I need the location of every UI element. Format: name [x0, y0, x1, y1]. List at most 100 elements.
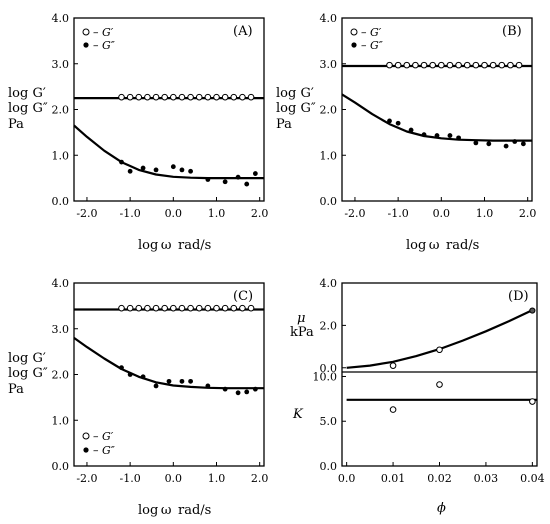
panel-c-gprime-point — [247, 304, 255, 312]
panel-b-gprime-point — [412, 61, 419, 69]
panel-a-ylabel-1: log G′ — [8, 86, 46, 101]
panel-d-xtick-label: 0.04 — [520, 472, 545, 485]
panel-c-gprime-point — [204, 304, 212, 312]
panel-b-gdoubleprime-point — [408, 127, 414, 133]
panel-a-xtick-label: -2.0 — [76, 207, 97, 220]
panel-a-ytick-label: 1.0 — [52, 149, 70, 162]
panel-b-ylabel-3: Pa — [276, 117, 292, 132]
panel-b-gprime-point — [394, 61, 402, 69]
panel-a-legend-gprime: – G′ — [93, 26, 114, 39]
panel-b-label: (B) — [502, 24, 522, 39]
panel-b-gdoubleprime-point — [395, 120, 401, 126]
panel-a-gdoubleprime-point — [179, 167, 185, 173]
panel-d-xtick-label: 0.01 — [381, 472, 406, 485]
panel-b-xtick-label: -2.0 — [344, 207, 365, 220]
panel-b-ylabel-2: log G″ — [276, 101, 316, 116]
panel-b-gprime-point — [386, 61, 393, 69]
panel-c-gdoubleprime-fit-curve — [73, 337, 264, 390]
panel-b-gprime-point — [455, 61, 462, 69]
panel-a-gdoubleprime-point — [205, 177, 211, 182]
panel-a-xtick-label: 1.0 — [208, 207, 226, 220]
panel-d-xlabel: ϕ — [437, 501, 446, 516]
panel-c-gprime-point — [187, 304, 194, 312]
panel-a-gdoubleprime-point — [188, 168, 193, 174]
panel-d: (D) μ kPa K ϕ 0.0 0.01 0.02 0.03 0.04 0.0 2.0 4… — [290, 277, 545, 516]
panel-d-k-label: K — [292, 407, 304, 422]
panel-a-ytick-label: 0.0 — [52, 195, 70, 208]
panel-d-mu-label: μ — [297, 311, 305, 326]
panel-a-gprime-point — [195, 93, 203, 101]
panel-c-xtick-label: -1.0 — [120, 472, 141, 485]
panel-a-legend-open-marker — [82, 28, 90, 36]
panel-c-legend-gdoubleprime: – G″ — [93, 444, 116, 457]
panel-d-mu-point — [529, 307, 536, 314]
panel-c-ylabel-2: log G″ — [8, 366, 48, 381]
panel-b-gdoubleprime-fit-curve — [341, 93, 532, 142]
panel-c-xtick-label: -2.0 — [76, 472, 97, 485]
panel-a-gprime-point — [204, 93, 212, 101]
panel-d-mu-fit-curve — [346, 309, 533, 369]
panel-b-legend-gdoubleprime: – G″ — [361, 39, 384, 52]
panel-b-xlabel: log ω rad/s — [406, 238, 479, 253]
panel-a-legend-gdoubleprime: – G″ — [93, 39, 116, 52]
panel-c-gprime-point — [144, 304, 151, 312]
panel-b-legend-filled-marker — [351, 42, 357, 48]
panel-b-xtick-label: -1.0 — [388, 207, 409, 220]
panel-d-k-ytick-label: 10.0 — [313, 370, 338, 383]
panel-b-ytick-label: 2.0 — [320, 104, 338, 117]
panel-b-xtick-label: 1.0 — [476, 207, 494, 220]
panel-b-gdoubleprime-point — [512, 139, 518, 144]
panel-c-gprime-point — [195, 304, 203, 312]
panel-d-k-point — [529, 398, 536, 405]
panel-c-gdoubleprime-point — [119, 365, 124, 371]
panel-b-gprime-point — [498, 61, 506, 69]
panel-c-gdoubleprime-point — [252, 386, 258, 392]
panel-a-ytick-label: 4.0 — [52, 12, 70, 25]
panel-c-gdoubleprime-point — [140, 374, 146, 380]
panel-d-kpa-label: kPa — [290, 325, 314, 340]
panel-a-gprime-point — [178, 93, 186, 101]
panel-c-gdoubleprime-point — [235, 390, 241, 396]
panel-b-ytick-label: 1.0 — [320, 149, 338, 162]
panel-d-k-point — [436, 381, 443, 388]
panel-c-xlabel: log ω rad/s — [138, 503, 211, 518]
panel-c-gprime-point — [221, 304, 229, 312]
panel-c-xtick-label: 1.0 — [208, 472, 226, 485]
panel-c-legend-gprime: – G′ — [93, 430, 114, 443]
panel-a-ytick-label: 3.0 — [52, 58, 70, 71]
panel-b-gprime-point — [429, 61, 436, 69]
panel-b-gdoubleprime-point — [421, 132, 427, 138]
panel-b-gdoubleprime-point — [387, 118, 392, 124]
panel-c-gprime-point — [152, 304, 160, 312]
panel-a-ytick-label: 2.0 — [52, 104, 70, 117]
panel-b-gprime-point — [489, 61, 497, 69]
panel-a-gprime-point — [230, 93, 238, 101]
panel-c-ytick-label: 1.0 — [52, 414, 70, 427]
panel-c-gprime-point — [170, 304, 177, 312]
panel-c-gprime-point — [239, 304, 246, 312]
panel-a: (A) log G′ log G″ Pa log ω rad/s – G′ – … — [8, 12, 268, 253]
panel-a-gprime-point — [170, 93, 177, 101]
panel-c-ytick-label: 2.0 — [52, 369, 70, 382]
panel-a-gprime-point — [144, 93, 151, 101]
panel-c-gdoubleprime-point — [153, 383, 159, 389]
panel-c-gprime-point — [135, 304, 143, 312]
panel-b-gdoubleprime-point — [473, 140, 479, 146]
panel-b-gprime-point — [481, 61, 488, 69]
panel-c-ytick-label: 3.0 — [52, 323, 70, 336]
panel-d-label: (D) — [508, 289, 529, 304]
panel-a-gprime-point — [247, 93, 255, 101]
panel-c-gprime-point — [161, 304, 168, 312]
panel-a-gprime-point — [152, 93, 160, 101]
panel-c-ylabel-1: log G′ — [8, 351, 46, 366]
panel-c-gprime-point — [230, 304, 238, 312]
panel-b-gdoubleprime-point — [447, 133, 453, 138]
panel-a-gprime-point — [135, 93, 143, 101]
panel-d-mu-ytick-label: 4.0 — [320, 277, 338, 290]
panel-d-xtick-label: 0.0 — [338, 472, 356, 485]
panel-a-gprime-point — [213, 93, 220, 101]
panel-b: (B) log G′ log G″ Pa log ω rad/s – G′ – … — [276, 12, 536, 253]
panel-c-gdoubleprime-point — [166, 378, 172, 384]
panel-d-k-ytick-label: 5.0 — [320, 415, 338, 428]
